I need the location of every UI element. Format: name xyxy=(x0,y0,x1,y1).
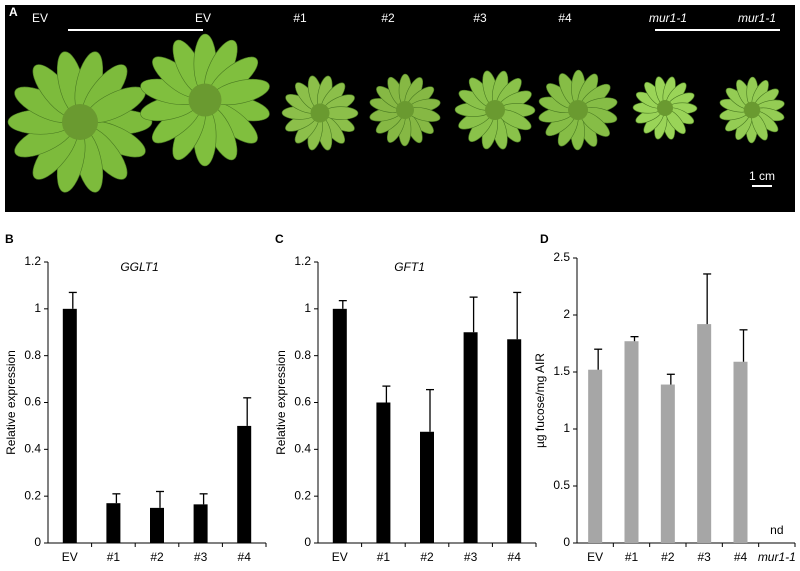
y-tick-label: 0.6 xyxy=(24,395,41,409)
y-tick-label: 0 xyxy=(304,535,311,549)
bar xyxy=(62,308,77,543)
y-tick-label: 0.4 xyxy=(24,442,41,456)
x-tick-label: #3 xyxy=(697,550,711,564)
bar xyxy=(624,341,639,543)
genotype-label: EV xyxy=(195,11,211,25)
x-tick-label: #3 xyxy=(464,550,478,564)
rosette-center xyxy=(657,100,673,116)
genotype-label: EV xyxy=(32,11,48,25)
bar xyxy=(420,431,434,543)
chart-title: GFT1 xyxy=(394,260,425,274)
genotype-label: #4 xyxy=(558,11,572,25)
x-tick-label: #2 xyxy=(420,550,434,564)
bar xyxy=(463,332,478,543)
bar xyxy=(507,339,522,543)
y-tick-label: 1 xyxy=(304,301,311,315)
x-tick-label: EV xyxy=(587,550,603,564)
rosette-center xyxy=(485,100,505,120)
x-tick-label: #4 xyxy=(508,550,522,564)
x-tick-label: #3 xyxy=(194,550,208,564)
x-tick-label: EV xyxy=(332,550,348,564)
genotype-label: #2 xyxy=(381,11,395,25)
bar xyxy=(332,308,347,543)
x-tick-label: #1 xyxy=(377,550,391,564)
rosette-center xyxy=(568,100,588,120)
bar xyxy=(150,507,164,543)
bar xyxy=(106,503,121,543)
genotype-label: mur1-1 xyxy=(649,11,687,25)
rosette-center xyxy=(310,103,330,123)
panel-label: C xyxy=(275,232,284,246)
y-tick-label: 0.8 xyxy=(24,348,41,362)
y-tick-label: 0 xyxy=(34,535,41,549)
x-tick-label: #4 xyxy=(238,550,252,564)
y-tick-label: 0.6 xyxy=(294,395,311,409)
y-tick-label: 1 xyxy=(563,421,570,435)
rosette-center xyxy=(396,101,414,119)
x-tick-label: #1 xyxy=(107,550,121,564)
scale-label: 1 cm xyxy=(749,169,775,183)
y-tick-label: 0.2 xyxy=(24,488,41,502)
y-axis-label: Relative expression xyxy=(4,350,18,455)
x-tick-label: #2 xyxy=(150,550,164,564)
x-tick-label: EV xyxy=(62,550,78,564)
y-tick-label: 1 xyxy=(34,301,41,315)
y-tick-label: 1.5 xyxy=(553,364,570,378)
x-tick-label: #1 xyxy=(625,550,639,564)
rosette-center xyxy=(62,104,98,140)
panel-label: A xyxy=(9,5,18,19)
bar xyxy=(660,384,675,543)
y-tick-label: 1.2 xyxy=(24,254,41,268)
x-tick-label: #4 xyxy=(734,550,748,564)
y-tick-label: 0.4 xyxy=(294,442,311,456)
bar xyxy=(193,504,208,543)
annotation: nd xyxy=(770,523,783,537)
y-tick-label: 0.2 xyxy=(294,488,311,502)
chart-title: GGLT1 xyxy=(120,260,158,274)
y-tick-label: 0 xyxy=(563,535,570,549)
y-tick-label: 0.8 xyxy=(294,348,311,362)
bar xyxy=(376,402,391,543)
x-tick-label: #2 xyxy=(661,550,675,564)
genotype-label: mur1-1 xyxy=(738,11,776,25)
y-tick-label: 2.5 xyxy=(553,250,570,264)
bar xyxy=(733,361,748,543)
panel-label: B xyxy=(5,232,14,246)
x-tick-label: mur1-1 xyxy=(758,550,796,564)
y-tick-label: 1.2 xyxy=(294,254,311,268)
genotype-label: #3 xyxy=(473,11,487,25)
bar xyxy=(697,324,712,543)
y-tick-label: 2 xyxy=(563,307,570,321)
genotype-label: #1 xyxy=(293,11,307,25)
rosette-center xyxy=(188,83,222,117)
bar xyxy=(237,425,252,543)
y-axis-label: Relative expression xyxy=(274,350,288,455)
rosette-center xyxy=(743,101,761,119)
y-tick-label: 0.5 xyxy=(553,478,570,492)
y-axis-label: µg fucose/mg AIR xyxy=(533,353,547,448)
panel-label: D xyxy=(540,232,549,246)
plants xyxy=(7,33,785,193)
bar xyxy=(588,369,603,543)
